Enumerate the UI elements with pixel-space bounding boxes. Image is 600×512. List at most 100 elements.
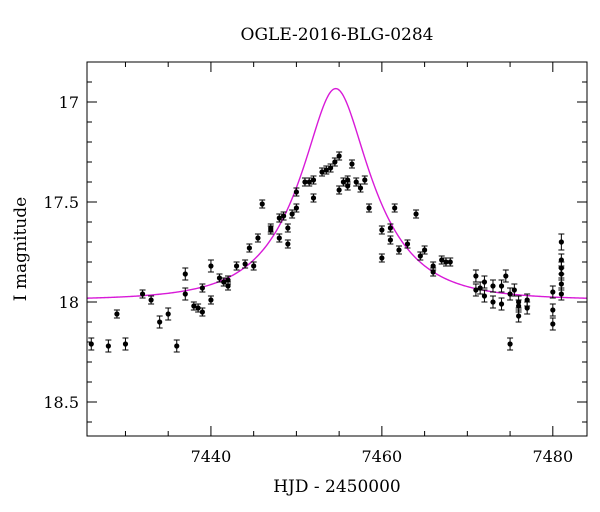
data-point bbox=[105, 339, 112, 353]
data-points bbox=[88, 151, 565, 353]
data-point bbox=[284, 239, 291, 249]
point-marker bbox=[550, 307, 556, 313]
point-marker bbox=[332, 159, 338, 165]
data-point bbox=[139, 289, 146, 299]
point-marker bbox=[507, 341, 513, 347]
point-marker bbox=[199, 285, 205, 291]
axis-ticks bbox=[87, 61, 587, 436]
x-axis-label: HJD - 2450000 bbox=[273, 477, 401, 497]
point-marker bbox=[558, 271, 564, 277]
point-marker bbox=[276, 235, 282, 241]
x-tick-label: 7460 bbox=[362, 447, 403, 466]
point-marker bbox=[165, 311, 171, 317]
point-marker bbox=[357, 185, 364, 191]
data-point bbox=[353, 177, 360, 187]
data-point bbox=[207, 259, 214, 273]
point-marker bbox=[558, 281, 564, 287]
data-point bbox=[442, 257, 449, 267]
point-marker bbox=[195, 305, 201, 311]
data-point bbox=[361, 175, 368, 185]
data-point bbox=[310, 193, 317, 203]
point-marker bbox=[422, 247, 428, 253]
data-point bbox=[207, 295, 214, 305]
point-marker bbox=[191, 303, 197, 309]
data-point bbox=[378, 253, 385, 263]
point-marker bbox=[443, 259, 449, 265]
data-point bbox=[216, 273, 223, 283]
point-marker bbox=[392, 205, 398, 211]
data-point bbox=[344, 175, 351, 185]
data-point bbox=[250, 261, 257, 271]
data-point bbox=[293, 187, 300, 197]
data-point bbox=[336, 151, 343, 161]
y-tick-label: 17.5 bbox=[43, 193, 79, 212]
point-marker bbox=[336, 153, 342, 159]
point-marker bbox=[430, 263, 436, 269]
data-point bbox=[284, 223, 291, 233]
data-point bbox=[378, 225, 385, 235]
model-curve bbox=[86, 87, 588, 299]
data-point bbox=[391, 203, 398, 213]
data-point bbox=[515, 309, 522, 323]
point-marker bbox=[524, 297, 530, 303]
point-marker bbox=[285, 241, 291, 247]
point-marker bbox=[362, 177, 368, 183]
point-marker bbox=[481, 279, 488, 285]
point-marker bbox=[345, 177, 351, 183]
point-marker bbox=[233, 263, 240, 269]
point-marker bbox=[340, 179, 347, 185]
point-marker bbox=[289, 211, 295, 217]
data-point bbox=[195, 303, 202, 313]
point-marker bbox=[157, 319, 163, 325]
point-marker bbox=[88, 341, 94, 347]
data-point bbox=[357, 183, 364, 193]
data-point bbox=[182, 267, 189, 281]
point-marker bbox=[498, 283, 505, 289]
data-point bbox=[348, 159, 355, 169]
point-marker bbox=[439, 257, 445, 263]
point-marker bbox=[208, 263, 214, 269]
data-point bbox=[327, 163, 334, 173]
data-point bbox=[199, 307, 206, 317]
data-point bbox=[306, 177, 313, 187]
data-point bbox=[331, 157, 338, 167]
point-marker bbox=[319, 169, 325, 175]
point-marker bbox=[353, 179, 359, 185]
point-marker bbox=[379, 227, 385, 233]
point-marker bbox=[550, 321, 556, 327]
point-marker bbox=[114, 311, 120, 317]
data-point bbox=[366, 203, 373, 213]
data-point bbox=[267, 225, 274, 235]
data-point bbox=[190, 301, 197, 311]
point-marker bbox=[336, 187, 342, 193]
x-tick-labels: 7440 7460 7480 bbox=[191, 447, 574, 466]
point-marker bbox=[503, 273, 509, 279]
point-marker bbox=[413, 211, 419, 217]
point-marker bbox=[242, 261, 248, 267]
point-marker bbox=[148, 297, 154, 303]
plot-frame bbox=[86, 61, 588, 437]
point-marker bbox=[268, 227, 274, 233]
point-marker bbox=[306, 179, 312, 185]
data-point bbox=[549, 317, 556, 331]
point-marker bbox=[349, 161, 355, 167]
data-point bbox=[254, 233, 261, 243]
data-point bbox=[113, 309, 120, 319]
data-point bbox=[489, 295, 496, 309]
data-point bbox=[417, 251, 424, 261]
data-point bbox=[319, 167, 326, 177]
data-point bbox=[259, 199, 266, 209]
point-marker bbox=[516, 303, 522, 309]
point-marker bbox=[225, 277, 231, 283]
point-marker bbox=[498, 301, 505, 307]
data-point bbox=[421, 245, 428, 255]
point-marker bbox=[447, 259, 453, 265]
point-marker bbox=[511, 287, 517, 293]
data-point bbox=[387, 223, 394, 233]
point-marker bbox=[139, 291, 146, 297]
data-point bbox=[323, 165, 330, 175]
data-point bbox=[88, 337, 95, 351]
point-marker bbox=[379, 255, 385, 261]
data-point bbox=[173, 339, 180, 353]
data-point bbox=[498, 279, 505, 293]
